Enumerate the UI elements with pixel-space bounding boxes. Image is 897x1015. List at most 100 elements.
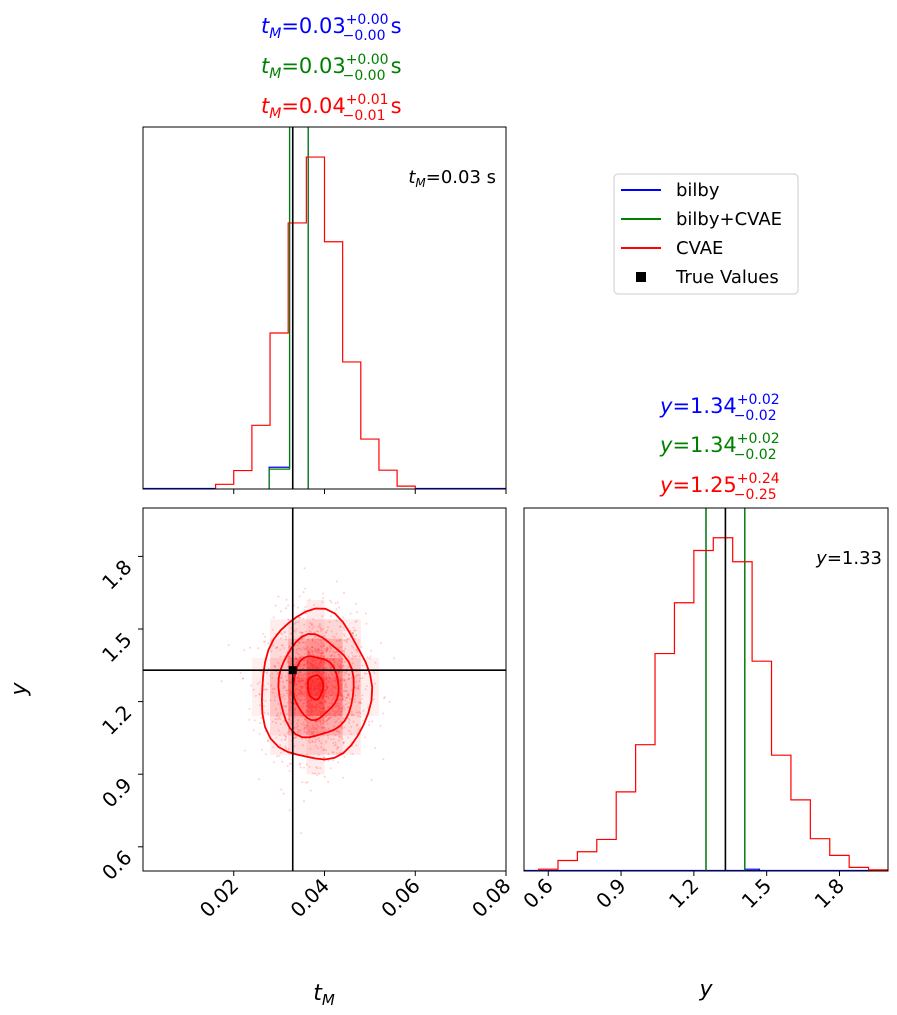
scatter-point bbox=[335, 711, 338, 714]
scatter-point bbox=[353, 656, 356, 659]
scatter-point bbox=[323, 726, 326, 729]
scatter-point bbox=[257, 778, 260, 781]
scatter-point bbox=[322, 597, 325, 600]
scatter-point bbox=[319, 723, 322, 725]
scatter-point bbox=[339, 751, 342, 754]
scatter-point bbox=[266, 739, 269, 742]
scatter-point bbox=[295, 621, 298, 624]
scatter-point bbox=[280, 751, 283, 754]
scatter-point bbox=[369, 655, 372, 658]
y-hist-xtick-label: 1.2 bbox=[664, 874, 703, 913]
scatter-point bbox=[299, 656, 302, 659]
scatter-point bbox=[242, 677, 245, 680]
scatter-point bbox=[358, 711, 360, 714]
joint-ytick-label: 1.8 bbox=[97, 555, 136, 594]
scatter-point bbox=[307, 638, 310, 641]
scatter-point bbox=[327, 781, 330, 784]
scatter-point bbox=[309, 630, 312, 633]
scatter-point bbox=[263, 705, 265, 708]
scatter-point bbox=[299, 712, 302, 715]
scatter-point bbox=[286, 732, 289, 735]
scatter-point bbox=[276, 646, 279, 649]
joint-xtick-label: 0.06 bbox=[376, 874, 424, 922]
scatter-point bbox=[280, 637, 282, 640]
scatter-point bbox=[332, 635, 335, 638]
scatter-point bbox=[332, 697, 335, 700]
scatter-point bbox=[324, 716, 327, 718]
scatter-point bbox=[298, 653, 301, 656]
scatter-point bbox=[322, 651, 324, 654]
scatter-point bbox=[307, 731, 310, 734]
scatter-point bbox=[322, 749, 325, 751]
scatter-point bbox=[243, 749, 246, 752]
scatter-point bbox=[346, 678, 349, 681]
scatter-point bbox=[293, 714, 296, 717]
scatter-point bbox=[327, 753, 330, 756]
scatter-point bbox=[293, 629, 296, 632]
scatter-point bbox=[327, 717, 330, 720]
scatter-point bbox=[313, 731, 316, 733]
scatter-point bbox=[333, 714, 336, 717]
scatter-point bbox=[316, 774, 319, 776]
scatter-point bbox=[345, 640, 348, 643]
scatter-point bbox=[293, 745, 296, 748]
scatter-point bbox=[335, 752, 338, 755]
scatter-point bbox=[315, 724, 318, 727]
scatter-point bbox=[315, 650, 317, 653]
scatter-point bbox=[285, 598, 288, 601]
scatter-point bbox=[285, 747, 288, 750]
scatter-point bbox=[272, 761, 275, 764]
scatter-point bbox=[338, 606, 341, 609]
tM-true-annotation: tM=0.03 s bbox=[408, 167, 496, 190]
scatter-point bbox=[356, 674, 358, 677]
scatter-point bbox=[322, 716, 325, 719]
scatter-point bbox=[305, 645, 308, 648]
scatter-point bbox=[282, 687, 285, 690]
density-cell bbox=[270, 638, 289, 659]
scatter-point bbox=[319, 767, 322, 770]
scatter-point bbox=[336, 746, 339, 748]
scatter-point bbox=[297, 673, 300, 675]
scatter-point bbox=[354, 694, 357, 697]
scatter-point bbox=[269, 699, 272, 702]
scatter-point bbox=[333, 744, 336, 747]
scatter-point bbox=[288, 718, 291, 721]
scatter-point bbox=[269, 674, 272, 677]
scatter-point bbox=[320, 645, 323, 647]
scatter-point bbox=[300, 649, 303, 652]
scatter-point bbox=[333, 712, 336, 715]
scatter-point bbox=[308, 598, 311, 601]
scatter-point bbox=[314, 740, 317, 743]
scatter-point bbox=[338, 735, 340, 738]
scatter-point bbox=[360, 702, 363, 705]
scatter-point bbox=[284, 745, 287, 748]
scatter-point bbox=[340, 656, 343, 659]
scatter-point bbox=[304, 726, 307, 729]
scatter-point bbox=[301, 641, 304, 644]
scatter-point bbox=[318, 625, 321, 628]
scatter-point bbox=[276, 712, 279, 715]
scatter-point bbox=[337, 705, 340, 708]
scatter-point bbox=[342, 697, 344, 700]
scatter-point bbox=[311, 741, 314, 743]
scatter-point bbox=[332, 725, 335, 728]
scatter-point bbox=[341, 661, 344, 663]
scatter-point bbox=[337, 671, 340, 673]
scatter-point bbox=[330, 702, 333, 705]
legend-swatch-3 bbox=[636, 272, 646, 282]
scatter-point bbox=[286, 672, 289, 675]
scatter-point bbox=[303, 648, 306, 651]
scatter-point bbox=[316, 731, 319, 734]
scatter-point bbox=[260, 670, 263, 673]
scatter-point bbox=[300, 674, 303, 677]
scatter-point bbox=[274, 696, 277, 699]
scatter-point bbox=[326, 648, 329, 651]
scatter-point bbox=[311, 650, 314, 653]
y-hist-xtick-label: 0.9 bbox=[591, 874, 630, 913]
scatter-point bbox=[310, 731, 313, 734]
scatter-point bbox=[300, 832, 303, 835]
scatter-point bbox=[339, 625, 342, 628]
scatter-point bbox=[307, 740, 310, 742]
scatter-point bbox=[324, 634, 327, 637]
scatter-point bbox=[295, 698, 298, 701]
